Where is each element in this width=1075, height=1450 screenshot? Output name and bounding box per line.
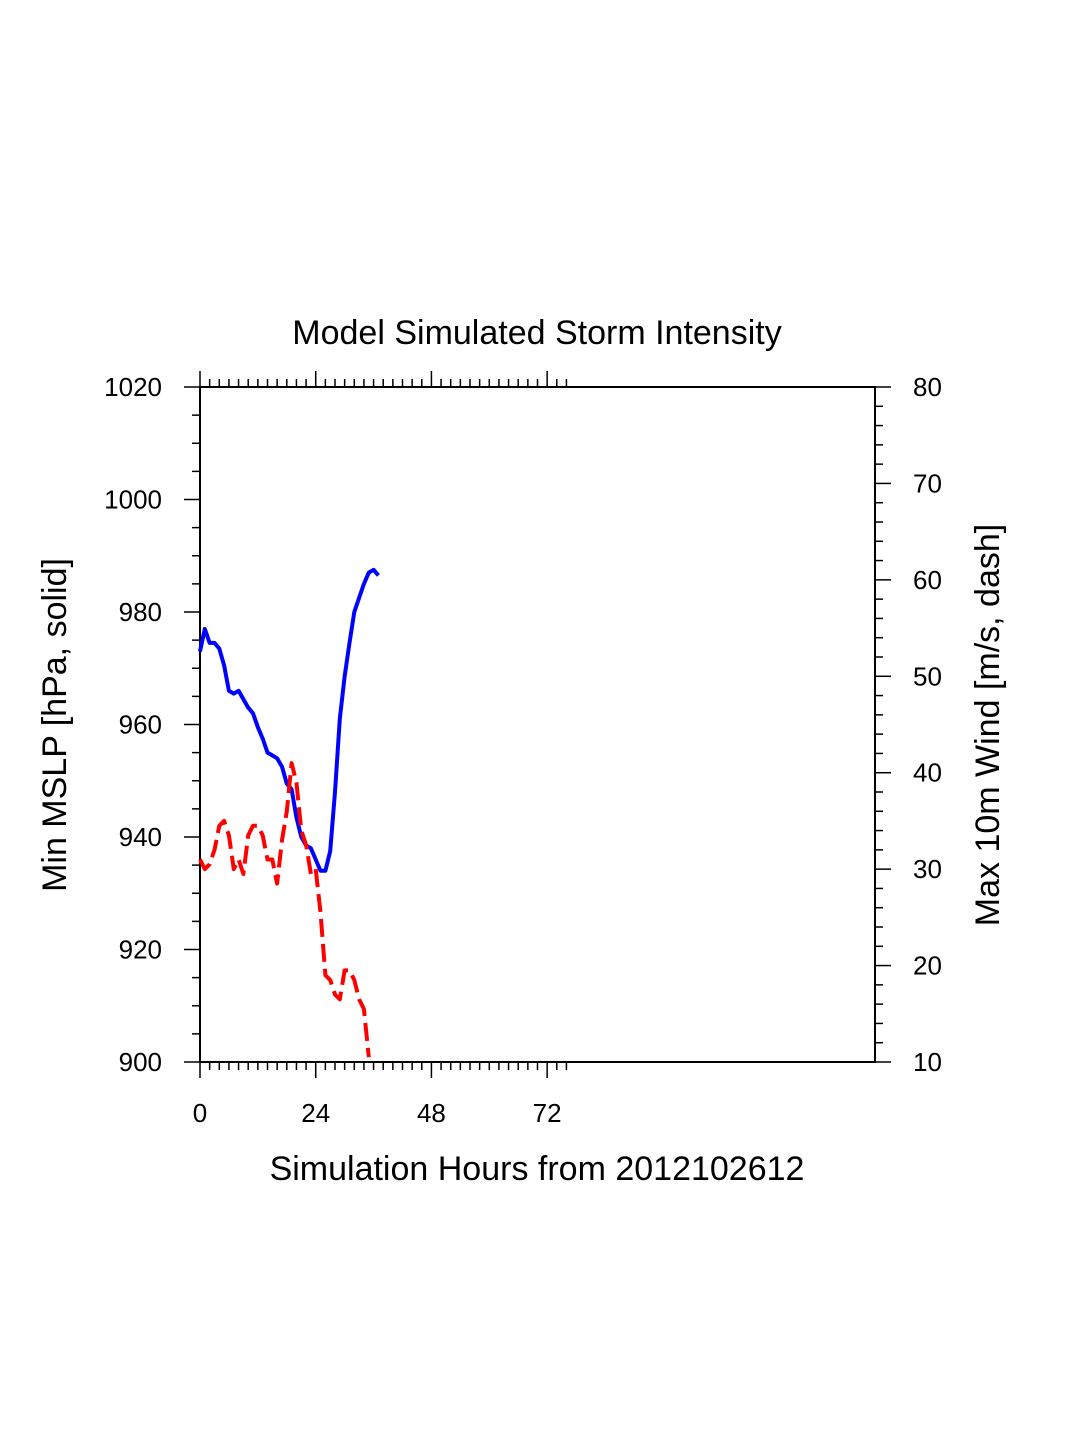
y-left-tick-label: 940: [119, 822, 162, 852]
y-right-tick-label: 40: [913, 758, 942, 788]
plot-frame: [199, 386, 876, 1063]
y-left-tick-label: 900: [119, 1047, 162, 1077]
y-right-tick-label: 30: [913, 854, 942, 884]
y-right-tick-label: 60: [913, 565, 942, 595]
x-tick-label: 72: [533, 1098, 562, 1128]
y-right-tick-label: 50: [913, 661, 942, 691]
y-left-tick-label: 980: [119, 597, 162, 627]
chart-title: Model Simulated Storm Intensity: [292, 314, 781, 352]
tick-labels: 0 24 48 72900920940960980100010201020304050…: [104, 372, 942, 1128]
series-group: [198, 567, 380, 1058]
y-right-tick-label: 70: [913, 468, 942, 498]
y-left-tick-label: 1000: [104, 485, 162, 515]
y-left-tick-label: 1020: [104, 372, 162, 402]
axis-ticks: [184, 371, 891, 1078]
y-left-tick-label: 920: [119, 935, 162, 965]
series-line-max-wind: [198, 761, 371, 1058]
x-tick-label: 48: [417, 1098, 446, 1128]
y-right-tick-label: 20: [913, 951, 942, 981]
x-tick-label: 24: [301, 1098, 330, 1128]
y-axis-label-left: Min MSLP [hPa, solid]: [36, 558, 74, 892]
y-axis-label-right: Max 10m Wind [m/s, dash]: [969, 524, 1007, 926]
y-left-tick-label: 960: [119, 710, 162, 740]
series-line-min-mslp: [198, 567, 380, 873]
y-right-tick-label: 80: [913, 372, 942, 402]
x-axis-label: Simulation Hours from 2012102612: [270, 1150, 805, 1188]
x-tick-label: 0: [193, 1098, 207, 1128]
y-right-tick-label: 10: [913, 1047, 942, 1077]
